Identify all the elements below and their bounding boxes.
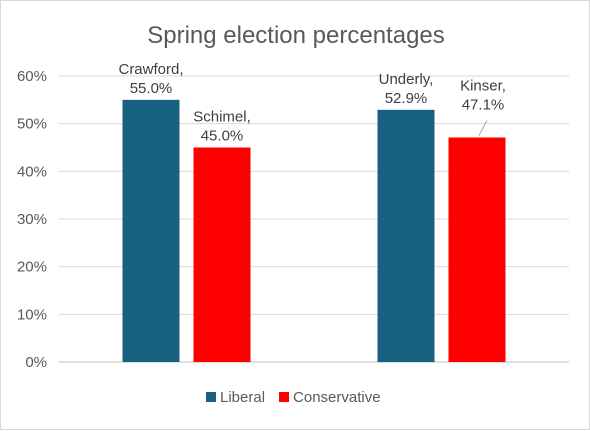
y-axis-ticks: 0% 10% 20% 30% 40% 50% 60% — [17, 68, 47, 371]
legend-label-conservative: Conservative — [293, 389, 381, 406]
y-tick-label: 60% — [17, 68, 47, 85]
bars — [122, 99, 506, 363]
legend-swatch-conservative — [279, 392, 290, 402]
legend-label-liberal: Liberal — [220, 389, 265, 406]
y-tick-label: 40% — [17, 163, 47, 180]
bar-liberal — [122, 99, 180, 362]
y-tick-label: 30% — [17, 211, 47, 228]
y-tick-label: 50% — [17, 116, 47, 133]
bar-conservative — [193, 147, 251, 362]
y-tick-label: 20% — [17, 259, 47, 276]
bar-conservative — [448, 137, 506, 362]
bar-liberal — [377, 109, 435, 363]
data-label: Underly, 52.9% — [379, 71, 434, 107]
y-tick-label: 0% — [25, 354, 47, 371]
data-labels: Crawford, 55.0% Underly, 52.9% Schimel, 45.0%… — [118, 61, 505, 145]
legend: Liberal Conservative — [206, 389, 381, 406]
data-label: Crawford, 55.0% — [118, 61, 183, 97]
leader-line — [478, 120, 488, 136]
chart-title: Spring election percentages — [147, 22, 445, 49]
data-label: Schimel, 45.0% — [193, 109, 251, 145]
y-tick-label: 10% — [17, 306, 47, 323]
legend-swatch-liberal — [206, 392, 216, 402]
data-label: Kinser, 47.1% — [460, 77, 506, 113]
